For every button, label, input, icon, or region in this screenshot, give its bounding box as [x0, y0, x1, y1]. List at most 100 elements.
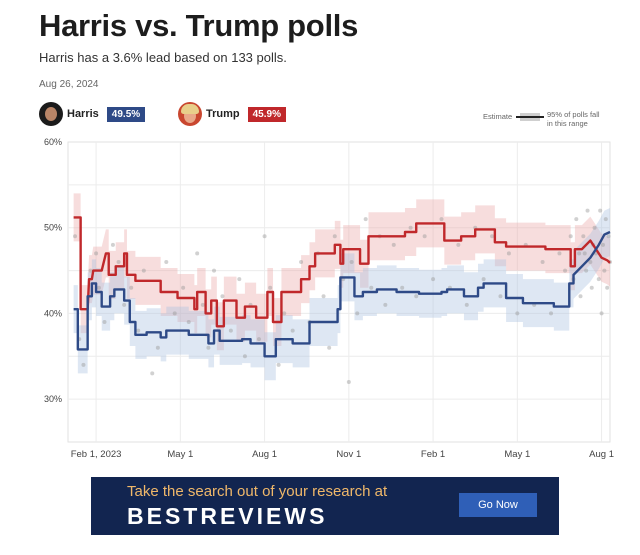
poll-point	[490, 234, 495, 239]
plot-frame	[67, 141, 611, 443]
poll-point	[584, 268, 589, 273]
poll-point	[603, 217, 608, 222]
y-tick-label: 30%	[44, 394, 62, 404]
poll-point	[276, 362, 281, 367]
polling-chart: Feb 1, 2023 May 1 Aug 1 Nov 1 Feb 1 May 1 Aug …	[44, 137, 614, 460]
poll-point	[164, 260, 169, 264]
harris-line	[73, 230, 611, 358]
x-tick-label: May 1	[504, 449, 530, 460]
poll-point	[195, 251, 200, 256]
poll-point	[464, 302, 469, 307]
poll-point	[606, 234, 611, 239]
harris-name: Harris	[67, 108, 99, 120]
poll-point	[605, 285, 610, 290]
poll-point	[383, 302, 388, 307]
harris-avatar	[39, 102, 63, 126]
poll-point	[515, 311, 520, 316]
poll-point	[268, 285, 273, 290]
poll-point	[349, 260, 354, 264]
poll-point	[363, 217, 368, 222]
poll-point	[96, 285, 101, 290]
poll-point	[498, 294, 503, 299]
poll-point	[242, 354, 247, 359]
poll-point	[540, 260, 545, 264]
y-tick-label: 60%	[44, 137, 62, 147]
poll-point	[506, 251, 511, 256]
poll-point	[73, 234, 78, 239]
poll-point	[369, 285, 374, 290]
poll-point	[141, 268, 146, 273]
poll-point	[574, 217, 579, 222]
poll-point	[346, 380, 351, 384]
harris-value-badge: 49.5%	[106, 106, 146, 122]
poll-point	[88, 268, 93, 273]
poll-point	[568, 234, 573, 239]
poll-point	[563, 268, 568, 273]
poll-point	[155, 345, 160, 350]
poll-point	[172, 311, 177, 316]
poll-point	[206, 345, 211, 350]
trump-name: Trump	[206, 108, 240, 120]
poll-point	[94, 251, 99, 256]
legend-swatch	[516, 113, 544, 121]
poll-point	[589, 285, 594, 290]
poll-point	[299, 260, 304, 264]
x-tick-label: Nov 1	[336, 449, 361, 460]
poll-point	[599, 311, 604, 316]
poll-point	[200, 302, 205, 307]
ad-banner[interactable]: Take the search out of your research at …	[91, 477, 559, 535]
poll-point	[557, 251, 562, 256]
poll-point	[585, 208, 590, 213]
poll-point	[602, 268, 607, 273]
poll-point	[110, 242, 115, 247]
poll-point	[237, 277, 242, 282]
poll-point	[600, 242, 605, 247]
trump-avatar	[178, 102, 202, 126]
poll-point	[122, 302, 127, 307]
go-now-button[interactable]: Go Now	[459, 493, 537, 517]
poll-point	[578, 294, 583, 299]
poll-point	[400, 285, 405, 290]
ad-brand: BESTREVIEWS	[127, 503, 328, 529]
poll-point	[355, 311, 360, 316]
poll-point	[228, 328, 233, 333]
trump-value-badge: 45.9%	[247, 106, 286, 122]
legend-estimate-label: Estimate	[483, 112, 513, 121]
update-date: Aug 26, 2024	[39, 79, 99, 90]
y-tick-label: 40%	[44, 308, 62, 318]
poll-point	[282, 311, 287, 316]
poll-point	[212, 268, 217, 273]
poll-point	[414, 294, 419, 299]
x-tick-label: Feb 1, 2023	[71, 449, 122, 460]
poll-point	[136, 328, 141, 333]
harris-key: Harris 49.5%	[39, 101, 146, 127]
poll-point	[592, 225, 597, 230]
poll-point	[116, 260, 121, 264]
legend-band-label: 95% of polls fall in this range	[547, 110, 600, 128]
trump-line	[73, 216, 611, 328]
poll-point	[582, 251, 587, 256]
ad-headline: Take the search out of your research at	[127, 483, 388, 500]
poll-point	[321, 294, 326, 299]
poll-point	[220, 294, 225, 299]
poll-point	[150, 371, 155, 376]
lead-summary: Harris has a 3.6% lead based on 133 poll…	[39, 50, 287, 65]
poll-point	[549, 311, 554, 316]
poll-point	[332, 234, 337, 239]
poll-point	[290, 328, 295, 333]
poll-point	[262, 234, 267, 239]
poll-point	[456, 242, 461, 247]
poll-point	[81, 362, 86, 367]
poll-point	[431, 277, 436, 282]
poll-point	[327, 345, 332, 350]
poll-point	[391, 242, 396, 247]
poll-point	[596, 277, 601, 282]
poll-point	[181, 285, 186, 290]
y-tick-label: 50%	[44, 223, 62, 233]
poll-point	[102, 320, 107, 324]
poll-point	[256, 337, 261, 342]
trump-key: Trump 45.9%	[178, 101, 286, 127]
x-tick-label: Aug 1	[252, 449, 277, 460]
poll-point	[408, 225, 413, 230]
poll-point	[186, 320, 191, 324]
